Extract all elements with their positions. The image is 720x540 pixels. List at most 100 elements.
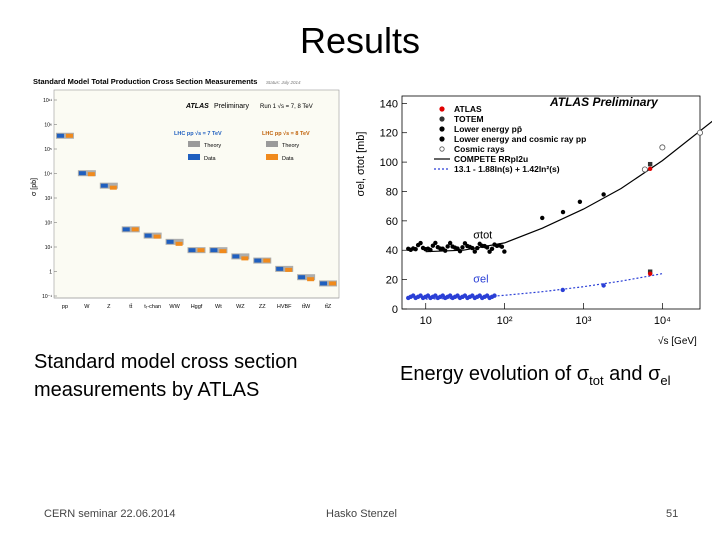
- cosmic-ray-point: [641, 166, 648, 173]
- sm-data-8tev-marker: [307, 277, 315, 282]
- sm-status: Status: July 2014: [266, 80, 301, 85]
- sm-data-7tev-marker: [232, 254, 240, 259]
- legend-entry: ATLAS: [454, 104, 482, 114]
- atlas-point: [647, 166, 653, 172]
- chart-y-tick-label: 60: [386, 216, 398, 228]
- chart-x-tick-label: 10⁴: [654, 315, 671, 327]
- cosmic-ray-point: [659, 144, 666, 151]
- sm-legend-theory-8: Theory: [282, 143, 299, 149]
- chart-title: ATLAS Preliminary: [549, 95, 659, 109]
- sm-data-8tev-marker: [175, 241, 183, 246]
- sm-process-label: WW: [169, 304, 180, 310]
- sm-plot-panel: [53, 89, 340, 299]
- legend-marker: [439, 136, 445, 142]
- sm-theory-bar: [209, 247, 228, 254]
- sm-data-7tev-marker: [100, 183, 108, 188]
- sm-legend-data-swatch-8: [266, 154, 278, 160]
- annotation-sigma-el: σel: [473, 274, 488, 286]
- sm-data-7tev-marker: [122, 227, 130, 232]
- footer-page-number: 51: [666, 508, 679, 520]
- chart-y-tick-label: 20: [386, 275, 398, 287]
- sm-process-label: HVBF: [277, 304, 292, 310]
- chart-x-tick-label: 10³: [576, 315, 592, 327]
- legend-entry: Lower energy and cosmic ray pp: [454, 134, 586, 144]
- low-energy-tot-point: [470, 245, 475, 251]
- sm-legend-8tev: LHC pp √s = 8 TeV: [262, 130, 310, 137]
- sm-process-label: WZ: [236, 304, 245, 310]
- legend-entry: 13.1 - 1.88ln(s) + 1.42ln²(s): [454, 164, 560, 174]
- ppbar-tot-point: [577, 199, 583, 204]
- sm-y-tick-label: 1: [49, 270, 52, 276]
- sm-legend-data-7: Data: [204, 156, 217, 162]
- low-energy-tot-point: [489, 246, 495, 252]
- sm-y-tick-label: 10⁻¹: [42, 294, 52, 300]
- sm-atlas-label: ATLAS: [185, 103, 209, 110]
- totem-point: [647, 161, 653, 167]
- sm-y-tick-label: 10⁵: [44, 147, 52, 153]
- sm-data-8tev-marker: [153, 234, 161, 239]
- atlas-el-point: [647, 271, 653, 276]
- sm-y-tick-label: 10³: [45, 196, 53, 202]
- chart-y-tick-label: 120: [380, 128, 398, 140]
- sm-data-7tev-marker: [166, 239, 174, 244]
- sm-process-label: Hggf: [191, 304, 203, 310]
- ppbar-tot-point: [540, 215, 545, 221]
- sm-legend-theory-swatch-8: [266, 141, 278, 147]
- sm-data-8tev-marker: [87, 172, 95, 177]
- sm-preliminary-label: Preliminary: [214, 103, 250, 110]
- footer-date: CERN seminar 22.06.2014: [44, 508, 176, 520]
- sm-process-label: pp: [62, 304, 68, 310]
- right-caption-sub-el: el: [660, 373, 671, 388]
- sm-process-label: tt̄: [129, 303, 133, 310]
- sm-measurement-bars: [55, 132, 338, 287]
- sm-y-tick-label: 10⁶: [44, 123, 52, 129]
- sm-theory-bar: [231, 253, 250, 260]
- sm-process-label: Wt: [215, 304, 222, 310]
- low-energy-tot-point: [484, 245, 490, 250]
- low-energy-tot-point: [445, 244, 450, 249]
- sm-theory-bar: [319, 280, 338, 287]
- sm-data-7tev-marker: [78, 171, 86, 176]
- sm-data-7tev-marker: [254, 258, 262, 263]
- sm-theory-bar: [143, 232, 162, 239]
- sm-process-label: Z: [107, 304, 111, 310]
- chart-y-tick-label: 100: [380, 157, 398, 169]
- sm-theory-bar: [121, 226, 140, 233]
- sm-data-7tev-marker: [298, 275, 306, 280]
- chart-ylabel: σel, σtot [mb]: [355, 132, 367, 197]
- sigma-energy-chart: σel, σtot [mb] ATLAS Preliminary √s [GeV…: [355, 95, 712, 347]
- sm-data-7tev-marker: [56, 133, 64, 138]
- sm-cross-section-figure: Standard Model Total Production Cross Se…: [28, 72, 348, 324]
- sm-run-label: Run 1 √s = 7, 8 TeV: [260, 103, 313, 110]
- ppbar-tot-point: [601, 192, 606, 197]
- low-energy-tot-point: [460, 245, 465, 250]
- right-caption-mid: and σ: [603, 363, 661, 385]
- chart-xlabel: √s [GeV]: [658, 335, 697, 347]
- sm-y-tick-label: 10²: [45, 221, 53, 227]
- sm-legend-data-8: Data: [282, 156, 295, 162]
- right-caption-prefix: Energy evolution of σ: [400, 363, 590, 385]
- sm-data-8tev-marker: [65, 133, 73, 138]
- chart-y-tick-label: 0: [392, 304, 398, 316]
- sm-y-tick-label: 10¹¹: [43, 98, 52, 104]
- low-energy-tot-point: [428, 247, 433, 253]
- low-energy-tot-point: [475, 245, 480, 251]
- sm-data-7tev-marker: [210, 248, 218, 253]
- sm-data-8tev-marker: [241, 256, 249, 261]
- slide-title: Results: [299, 20, 421, 61]
- sm-theory-bar: [165, 238, 184, 245]
- chart-y-tick-label: 40: [386, 245, 398, 257]
- sm-data-8tev-marker: [263, 258, 271, 263]
- legend-marker: [439, 146, 445, 152]
- sm-data-8tev-marker: [329, 281, 337, 286]
- legend-entry: Cosmic rays: [454, 144, 505, 154]
- low-energy-tot-point: [433, 240, 438, 246]
- sm-theory-bar: [77, 170, 96, 177]
- low-energy-tot-point: [502, 249, 507, 254]
- low-energy-tot-point: [472, 249, 477, 254]
- chart-x-tick-label: 10: [420, 315, 432, 327]
- low-energy-tot-point: [447, 240, 453, 246]
- sm-ylabel: σ [pb]: [31, 178, 38, 196]
